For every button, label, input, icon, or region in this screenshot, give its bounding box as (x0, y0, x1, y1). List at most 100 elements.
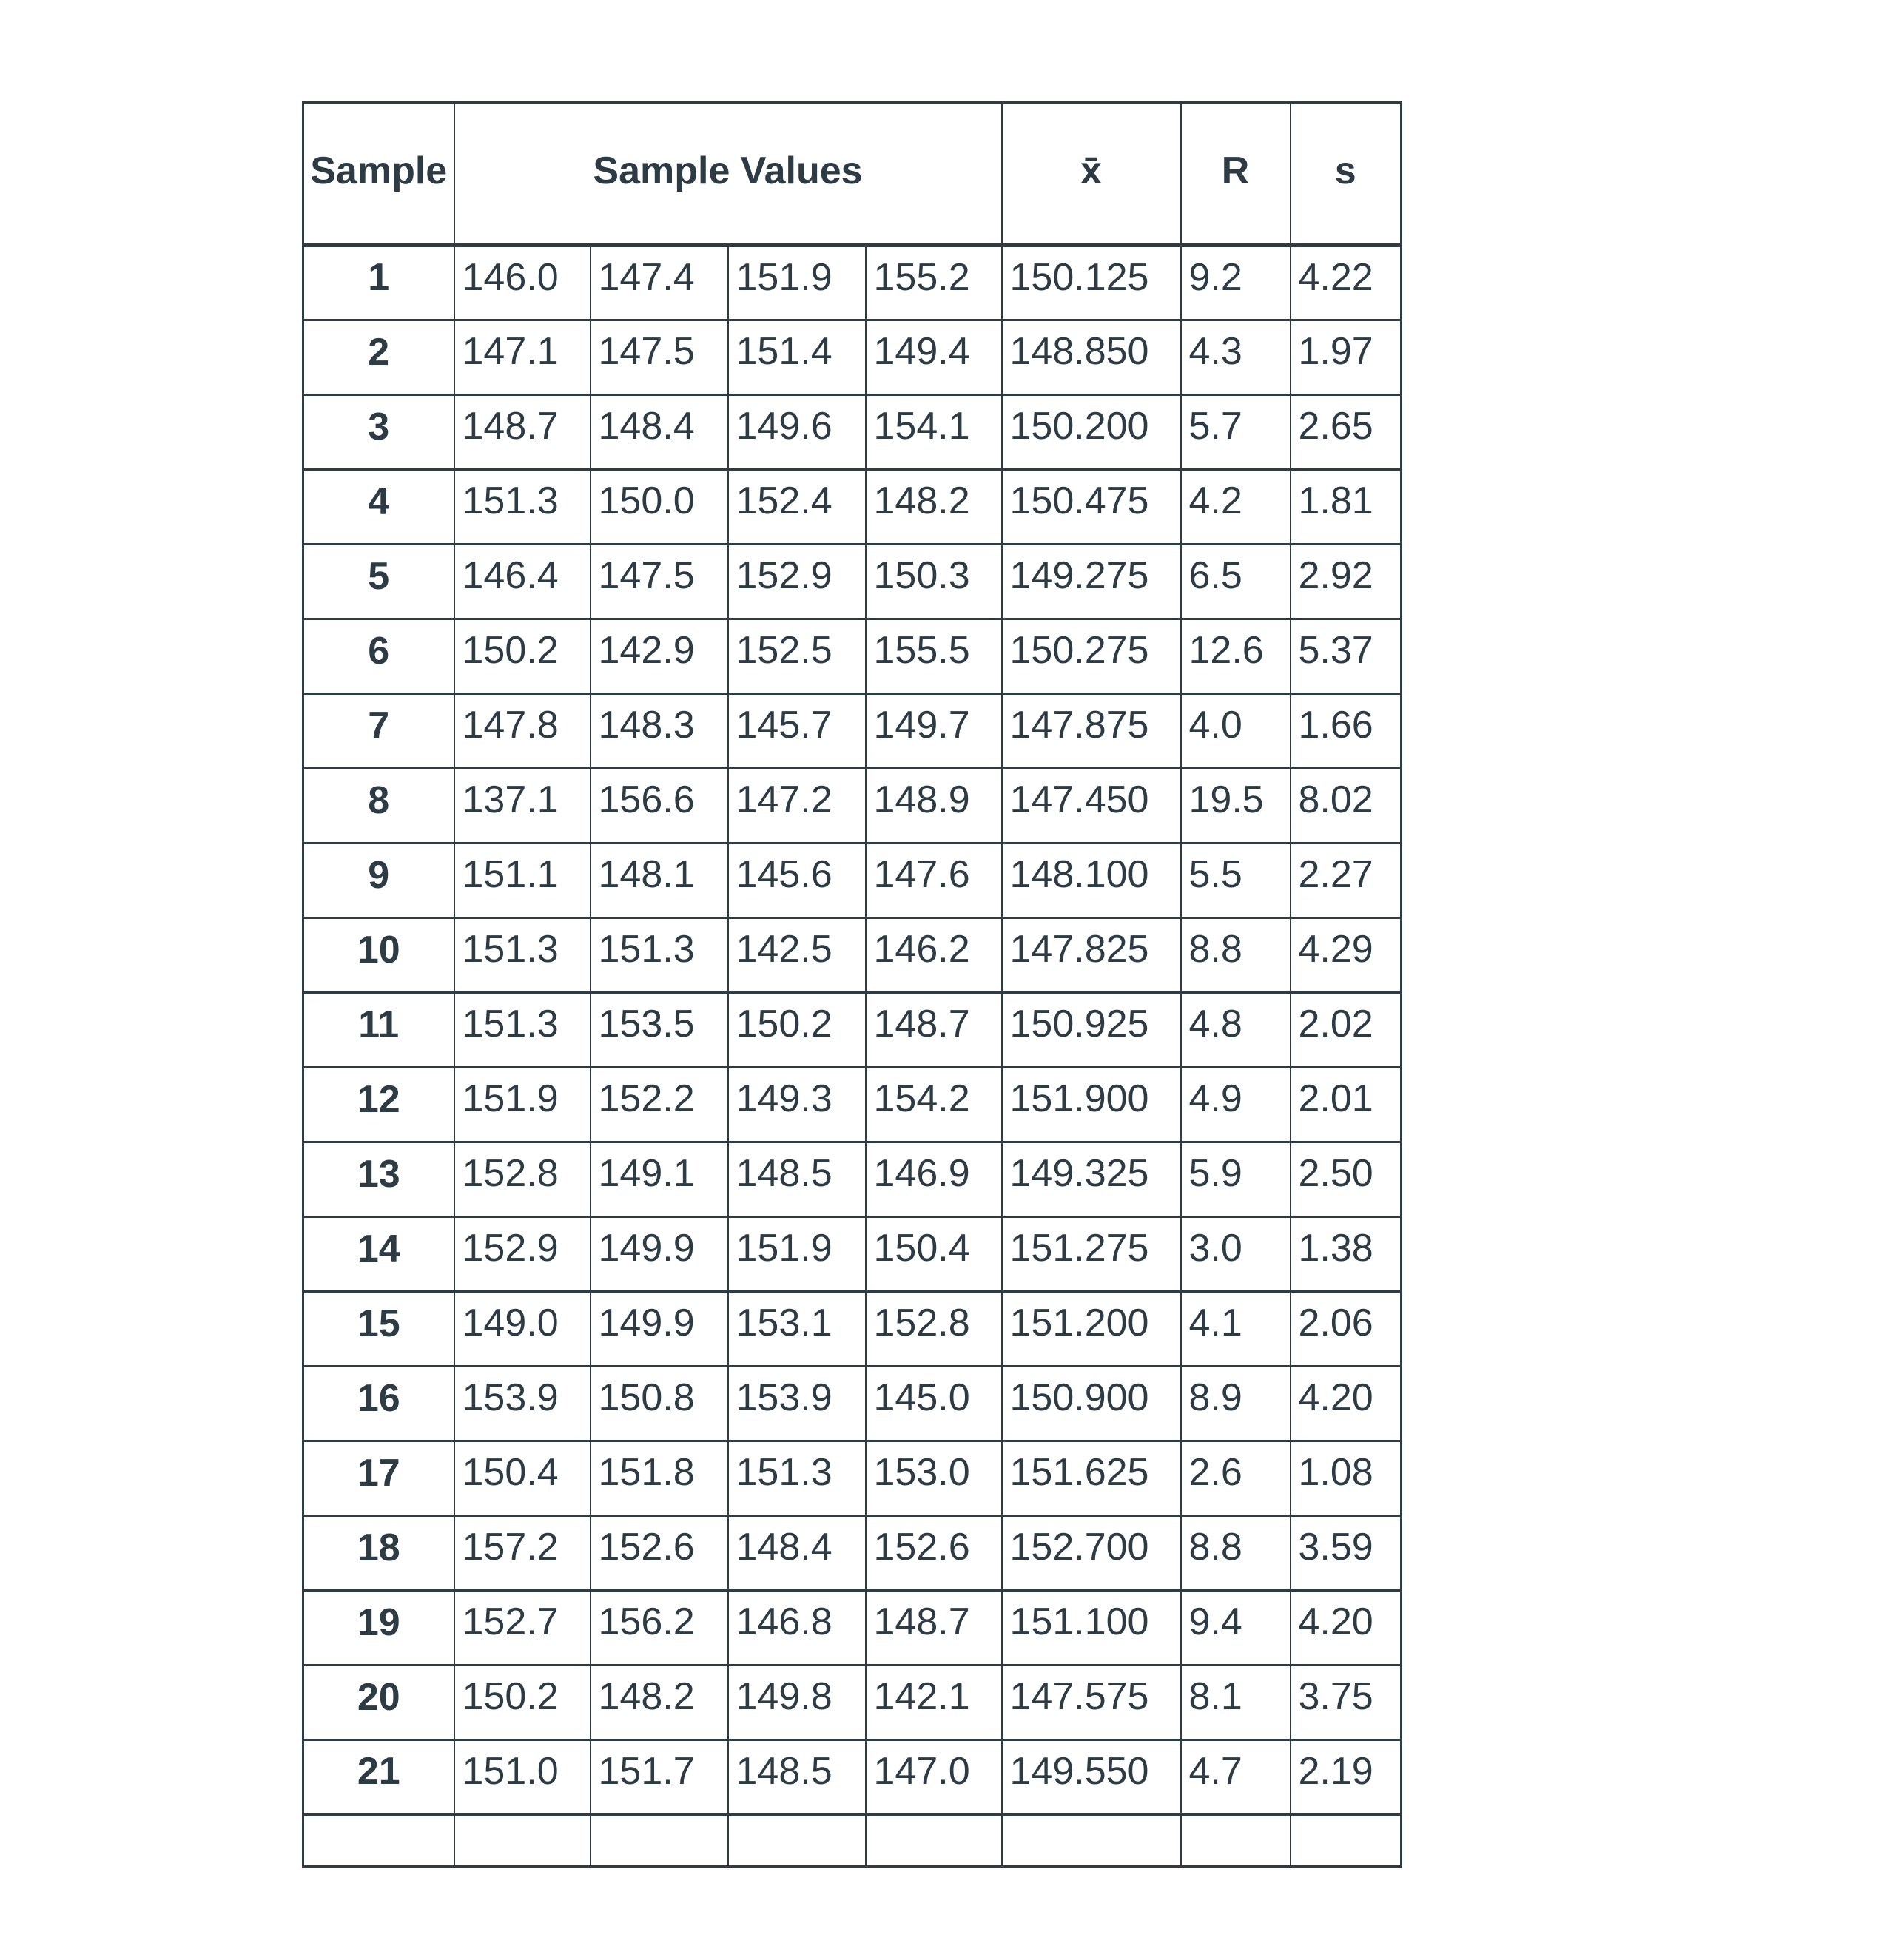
sample-value-cell: 151.9 (727, 1216, 867, 1293)
sample-number-cell: 12 (302, 1066, 455, 1143)
sample-value-cell: 156.2 (589, 1589, 729, 1666)
cropped-partial-cell (453, 1813, 591, 1867)
table-row: 1 146.0 147.4 151.9 155.2 150.125 9.2 4.22 (302, 244, 1402, 321)
xbar-cell: 151.900 (1000, 1066, 1182, 1143)
sample-number-cell: 8 (302, 767, 455, 844)
range-cell: 4.8 (1180, 991, 1291, 1068)
xbar-cell: 147.575 (1000, 1664, 1182, 1741)
range-cell: 6.5 (1180, 543, 1291, 620)
sample-value-cell: 150.2 (727, 991, 867, 1068)
header-xbar: x̄ (1000, 101, 1182, 247)
sample-value-cell: 148.3 (589, 693, 729, 769)
xbar-cell: 149.550 (1000, 1739, 1182, 1816)
table-row: 21 151.0 151.7 148.5 147.0 149.550 4.7 2.19 (302, 1739, 1402, 1816)
stddev-cell: 1.38 (1289, 1216, 1402, 1293)
stddev-cell: 4.22 (1289, 244, 1402, 321)
sample-value-cell: 147.6 (864, 842, 1003, 919)
sample-statistics-table-wrap: Sample Sample Values x̄ R s 1 146.0 147.4 1… (302, 101, 1402, 1883)
table-row: 20 150.2 148.2 149.8 142.1 147.575 8.1 3.75 (302, 1664, 1402, 1741)
table-row: 15 149.0 149.9 153.1 152.8 151.200 4.1 2.06 (302, 1290, 1402, 1367)
header-sample-values: Sample Values (453, 101, 1003, 247)
table-row: 8 137.1 156.6 147.2 148.9 147.450 19.5 8.02 (302, 767, 1402, 844)
stddev-cell: 3.75 (1289, 1664, 1402, 1741)
xbar-cell: 149.275 (1000, 543, 1182, 620)
sample-value-cell: 148.9 (864, 767, 1003, 844)
sample-value-cell: 147.1 (453, 319, 591, 396)
xbar-cell: 147.825 (1000, 917, 1182, 994)
stddev-cell: 2.65 (1289, 394, 1402, 471)
header-row: Sample Sample Values x̄ R s (302, 101, 1402, 247)
table-row: 17 150.4 151.8 151.3 153.0 151.625 2.6 1.08 (302, 1440, 1402, 1517)
sample-value-cell: 148.7 (864, 991, 1003, 1068)
sample-value-cell: 149.6 (727, 394, 867, 471)
sample-value-cell: 147.5 (589, 319, 729, 396)
sample-number-cell: 13 (302, 1141, 455, 1218)
xbar-cell: 150.475 (1000, 468, 1182, 545)
cropped-partial-cell (727, 1813, 867, 1867)
stddev-cell: 1.08 (1289, 1440, 1402, 1517)
xbar-cell: 152.700 (1000, 1515, 1182, 1592)
sample-value-cell: 151.3 (453, 468, 591, 545)
header-range: R (1180, 101, 1291, 247)
table-row: 4 151.3 150.0 152.4 148.2 150.475 4.2 1.81 (302, 468, 1402, 545)
table-row: 7 147.8 148.3 145.7 149.7 147.875 4.0 1.66 (302, 693, 1402, 769)
sample-number-cell: 6 (302, 618, 455, 695)
sample-value-cell: 154.1 (864, 394, 1003, 471)
xbar-cell: 150.125 (1000, 244, 1182, 321)
xbar-cell: 148.100 (1000, 842, 1182, 919)
table-row: 16 153.9 150.8 153.9 145.0 150.900 8.9 4.20 (302, 1365, 1402, 1442)
range-cell: 5.5 (1180, 842, 1291, 919)
table-row: 18 157.2 152.6 148.4 152.6 152.700 8.8 3.59 (302, 1515, 1402, 1592)
cropped-partial-cell (1000, 1813, 1182, 1867)
range-cell: 4.9 (1180, 1066, 1291, 1143)
sample-value-cell: 145.6 (727, 842, 867, 919)
sample-value-cell: 153.9 (727, 1365, 867, 1442)
sample-value-cell: 149.7 (864, 693, 1003, 769)
sample-value-cell: 148.7 (864, 1589, 1003, 1666)
table-row: 6 150.2 142.9 152.5 155.5 150.275 12.6 5.37 (302, 618, 1402, 695)
sample-number-cell: 3 (302, 394, 455, 471)
stddev-cell: 2.06 (1289, 1290, 1402, 1367)
stddev-cell: 2.01 (1289, 1066, 1402, 1143)
cropped-partial-cell (864, 1813, 1003, 1867)
sample-value-cell: 152.5 (727, 618, 867, 695)
sample-value-cell: 148.2 (864, 468, 1003, 545)
range-cell: 8.1 (1180, 1664, 1291, 1741)
xbar-cell: 147.450 (1000, 767, 1182, 844)
xbar-cell: 151.100 (1000, 1589, 1182, 1666)
sample-value-cell: 155.2 (864, 244, 1003, 321)
sample-value-cell: 152.9 (727, 543, 867, 620)
sample-value-cell: 152.8 (453, 1141, 591, 1218)
sample-value-cell: 150.4 (864, 1216, 1003, 1293)
table-row: 3 148.7 148.4 149.6 154.1 150.200 5.7 2.65 (302, 394, 1402, 471)
table-body: 1 146.0 147.4 151.9 155.2 150.125 9.2 4.22 2 147.… (302, 244, 1402, 1867)
sample-number-cell: 4 (302, 468, 455, 545)
xbar-cell: 151.625 (1000, 1440, 1182, 1517)
sample-value-cell: 142.9 (589, 618, 729, 695)
stddev-cell: 2.19 (1289, 1739, 1402, 1816)
stddev-cell: 1.66 (1289, 693, 1402, 769)
xbar-cell: 150.275 (1000, 618, 1182, 695)
stddev-cell: 4.20 (1289, 1365, 1402, 1442)
range-cell: 3.0 (1180, 1216, 1291, 1293)
stddev-cell: 4.29 (1289, 917, 1402, 994)
sample-number-cell: 9 (302, 842, 455, 919)
table-row: 5 146.4 147.5 152.9 150.3 149.275 6.5 2.92 (302, 543, 1402, 620)
sample-value-cell: 149.4 (864, 319, 1003, 396)
sample-value-cell: 155.5 (864, 618, 1003, 695)
range-cell: 9.2 (1180, 244, 1291, 321)
range-cell: 5.9 (1180, 1141, 1291, 1218)
table-row: 11 151.3 153.5 150.2 148.7 150.925 4.8 2.02 (302, 991, 1402, 1068)
stddev-cell: 2.02 (1289, 991, 1402, 1068)
sample-statistics-table: Sample Sample Values x̄ R s 1 146.0 147.4 1… (302, 101, 1402, 1868)
header-stddev: s (1289, 101, 1402, 247)
sample-value-cell: 149.0 (453, 1290, 591, 1367)
sample-value-cell: 146.8 (727, 1589, 867, 1666)
xbar-cell: 149.325 (1000, 1141, 1182, 1218)
table-header: Sample Sample Values x̄ R s (302, 101, 1402, 247)
sample-value-cell: 152.6 (864, 1515, 1003, 1592)
sample-value-cell: 151.3 (453, 991, 591, 1068)
sample-value-cell: 142.1 (864, 1664, 1003, 1741)
range-cell: 4.0 (1180, 693, 1291, 769)
sample-value-cell: 151.7 (589, 1739, 729, 1816)
